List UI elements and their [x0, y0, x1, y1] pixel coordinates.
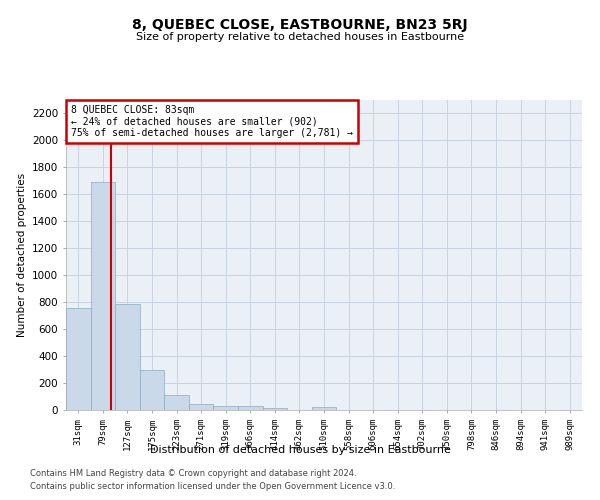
Text: 8 QUEBEC CLOSE: 83sqm
← 24% of detached houses are smaller (902)
75% of semi-det: 8 QUEBEC CLOSE: 83sqm ← 24% of detached …	[71, 104, 353, 138]
Bar	[91, 182, 115, 410]
Text: Distribution of detached houses by size in Eastbourne: Distribution of detached houses by size …	[149, 445, 451, 455]
Text: 8, QUEBEC CLOSE, EASTBOURNE, BN23 5RJ: 8, QUEBEC CLOSE, EASTBOURNE, BN23 5RJ	[132, 18, 468, 32]
Bar	[214, 406, 238, 410]
Bar	[115, 304, 140, 410]
Bar	[66, 308, 91, 410]
Bar	[164, 395, 189, 410]
Bar	[312, 408, 336, 410]
Bar	[238, 406, 263, 410]
Bar	[189, 404, 214, 410]
Bar	[263, 408, 287, 410]
Text: Contains public sector information licensed under the Open Government Licence v3: Contains public sector information licen…	[30, 482, 395, 491]
Text: Contains HM Land Registry data © Crown copyright and database right 2024.: Contains HM Land Registry data © Crown c…	[30, 468, 356, 477]
Text: Size of property relative to detached houses in Eastbourne: Size of property relative to detached ho…	[136, 32, 464, 42]
Y-axis label: Number of detached properties: Number of detached properties	[17, 173, 26, 337]
Bar	[140, 370, 164, 410]
